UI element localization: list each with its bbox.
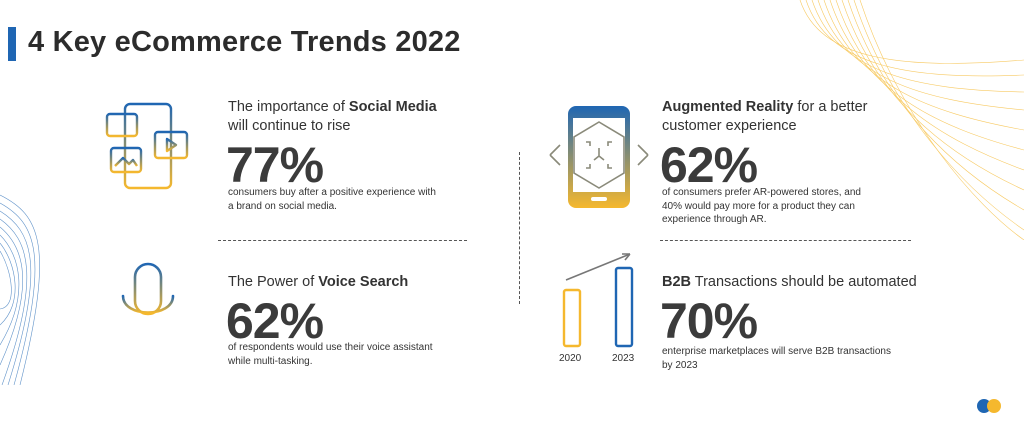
decorative-wave-top-right xyxy=(799,0,1024,240)
social-media-heading: The importance of Social Media will cont… xyxy=(228,99,437,134)
bar-label-2023: 2023 xyxy=(612,353,635,364)
augmented-reality-description: of consumers prefer AR-powered stores, a… xyxy=(662,187,861,225)
augmented-reality-stat: 62% xyxy=(660,137,758,193)
page-title: 4 Key eCommerce Trends 2022 xyxy=(28,26,461,58)
decorative-wave-left xyxy=(0,194,40,385)
social-media-description: consumers buy after a positive experienc… xyxy=(228,187,436,212)
vertical-divider xyxy=(519,152,520,304)
b2b-heading: B2B Transactions should be automated xyxy=(662,274,917,290)
voice-search-stat: 62% xyxy=(226,293,324,349)
title-accent-bar xyxy=(8,27,16,61)
b2b-description: enterprise marketplaces will serve B2B t… xyxy=(662,346,891,371)
divider-left xyxy=(218,240,467,241)
augmented-reality-phone-icon xyxy=(546,104,652,210)
social-media-devices-icon xyxy=(105,102,191,192)
bar-label-2020: 2020 xyxy=(559,353,582,364)
divider-right xyxy=(660,240,911,241)
voice-search-heading: The Power of Voice Search xyxy=(228,274,409,290)
brand-logo xyxy=(977,398,1005,414)
voice-search-description: of respondents would use their voice ass… xyxy=(228,342,433,367)
social-media-stat: 77% xyxy=(226,137,324,193)
growth-bars-icon xyxy=(558,250,640,350)
logo-yellow-circle xyxy=(987,399,1001,413)
augmented-reality-heading: Augmented Reality for a better customer … xyxy=(662,99,868,134)
b2b-stat: 70% xyxy=(660,293,758,349)
voice-microphone-icon xyxy=(107,260,189,352)
